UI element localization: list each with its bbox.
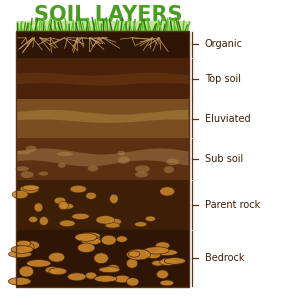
Ellipse shape [39, 171, 48, 176]
Ellipse shape [61, 203, 74, 209]
Ellipse shape [8, 278, 31, 285]
Ellipse shape [39, 217, 48, 225]
Ellipse shape [59, 220, 75, 227]
Ellipse shape [135, 172, 148, 177]
Ellipse shape [26, 146, 37, 152]
Ellipse shape [166, 159, 179, 165]
Ellipse shape [118, 157, 130, 164]
Ellipse shape [86, 192, 96, 199]
Ellipse shape [85, 272, 97, 279]
Polygon shape [16, 148, 189, 166]
Ellipse shape [99, 267, 120, 273]
Ellipse shape [57, 152, 73, 156]
Ellipse shape [24, 241, 40, 250]
Ellipse shape [101, 235, 116, 245]
Ellipse shape [49, 253, 65, 262]
Ellipse shape [135, 165, 150, 172]
Ellipse shape [88, 166, 98, 171]
Text: Top soil: Top soil [205, 74, 241, 84]
Ellipse shape [81, 238, 101, 245]
Ellipse shape [135, 222, 147, 227]
Ellipse shape [127, 278, 139, 286]
Ellipse shape [160, 187, 175, 196]
Ellipse shape [20, 185, 39, 194]
Ellipse shape [21, 171, 34, 178]
Text: SOIL LAYERS: SOIL LAYERS [34, 5, 183, 25]
Bar [16, 138, 189, 180]
Text: Bedrock: Bedrock [205, 254, 244, 263]
Bar [16, 58, 189, 100]
Ellipse shape [114, 275, 130, 283]
Ellipse shape [116, 236, 127, 242]
Ellipse shape [34, 203, 43, 212]
Ellipse shape [58, 201, 68, 210]
Ellipse shape [45, 267, 60, 273]
Ellipse shape [110, 218, 122, 225]
Ellipse shape [156, 249, 177, 256]
Ellipse shape [75, 233, 97, 241]
Ellipse shape [160, 280, 174, 286]
Ellipse shape [72, 213, 89, 220]
Ellipse shape [144, 247, 169, 254]
Ellipse shape [54, 197, 66, 204]
Ellipse shape [23, 243, 34, 251]
Ellipse shape [16, 150, 31, 154]
Ellipse shape [49, 268, 67, 275]
Bar [16, 31, 189, 287]
Ellipse shape [110, 194, 118, 203]
Ellipse shape [128, 251, 140, 257]
Ellipse shape [76, 236, 101, 242]
Ellipse shape [79, 232, 100, 239]
Text: Sub soil: Sub soil [205, 154, 243, 164]
Ellipse shape [77, 243, 95, 253]
Bar [16, 31, 189, 58]
Ellipse shape [8, 251, 32, 258]
Ellipse shape [160, 258, 176, 266]
Ellipse shape [164, 258, 186, 264]
Ellipse shape [107, 265, 119, 272]
Ellipse shape [105, 223, 120, 228]
Bar [16, 180, 189, 230]
Text: Parent rock: Parent rock [205, 200, 260, 210]
Bar [16, 21, 189, 31]
Ellipse shape [157, 270, 168, 279]
Ellipse shape [145, 216, 155, 221]
Ellipse shape [68, 273, 86, 281]
Text: Eluviated: Eluviated [205, 114, 250, 124]
Ellipse shape [58, 163, 66, 168]
Ellipse shape [29, 216, 38, 223]
Ellipse shape [15, 166, 29, 171]
Ellipse shape [164, 166, 174, 173]
Ellipse shape [155, 242, 170, 249]
Ellipse shape [94, 253, 108, 264]
Ellipse shape [19, 266, 34, 277]
Text: Organic: Organic [205, 40, 243, 50]
Ellipse shape [94, 275, 117, 282]
Ellipse shape [11, 246, 33, 253]
Ellipse shape [12, 190, 28, 199]
Ellipse shape [118, 151, 125, 155]
Ellipse shape [16, 240, 31, 247]
Ellipse shape [22, 185, 39, 191]
Ellipse shape [70, 185, 86, 193]
Polygon shape [16, 110, 189, 123]
Ellipse shape [96, 216, 115, 224]
Ellipse shape [127, 249, 150, 260]
Ellipse shape [126, 259, 138, 268]
Ellipse shape [152, 260, 164, 266]
Ellipse shape [146, 252, 161, 259]
Bar [16, 230, 189, 287]
Bar [16, 100, 189, 138]
Ellipse shape [26, 260, 51, 267]
Polygon shape [16, 73, 189, 86]
